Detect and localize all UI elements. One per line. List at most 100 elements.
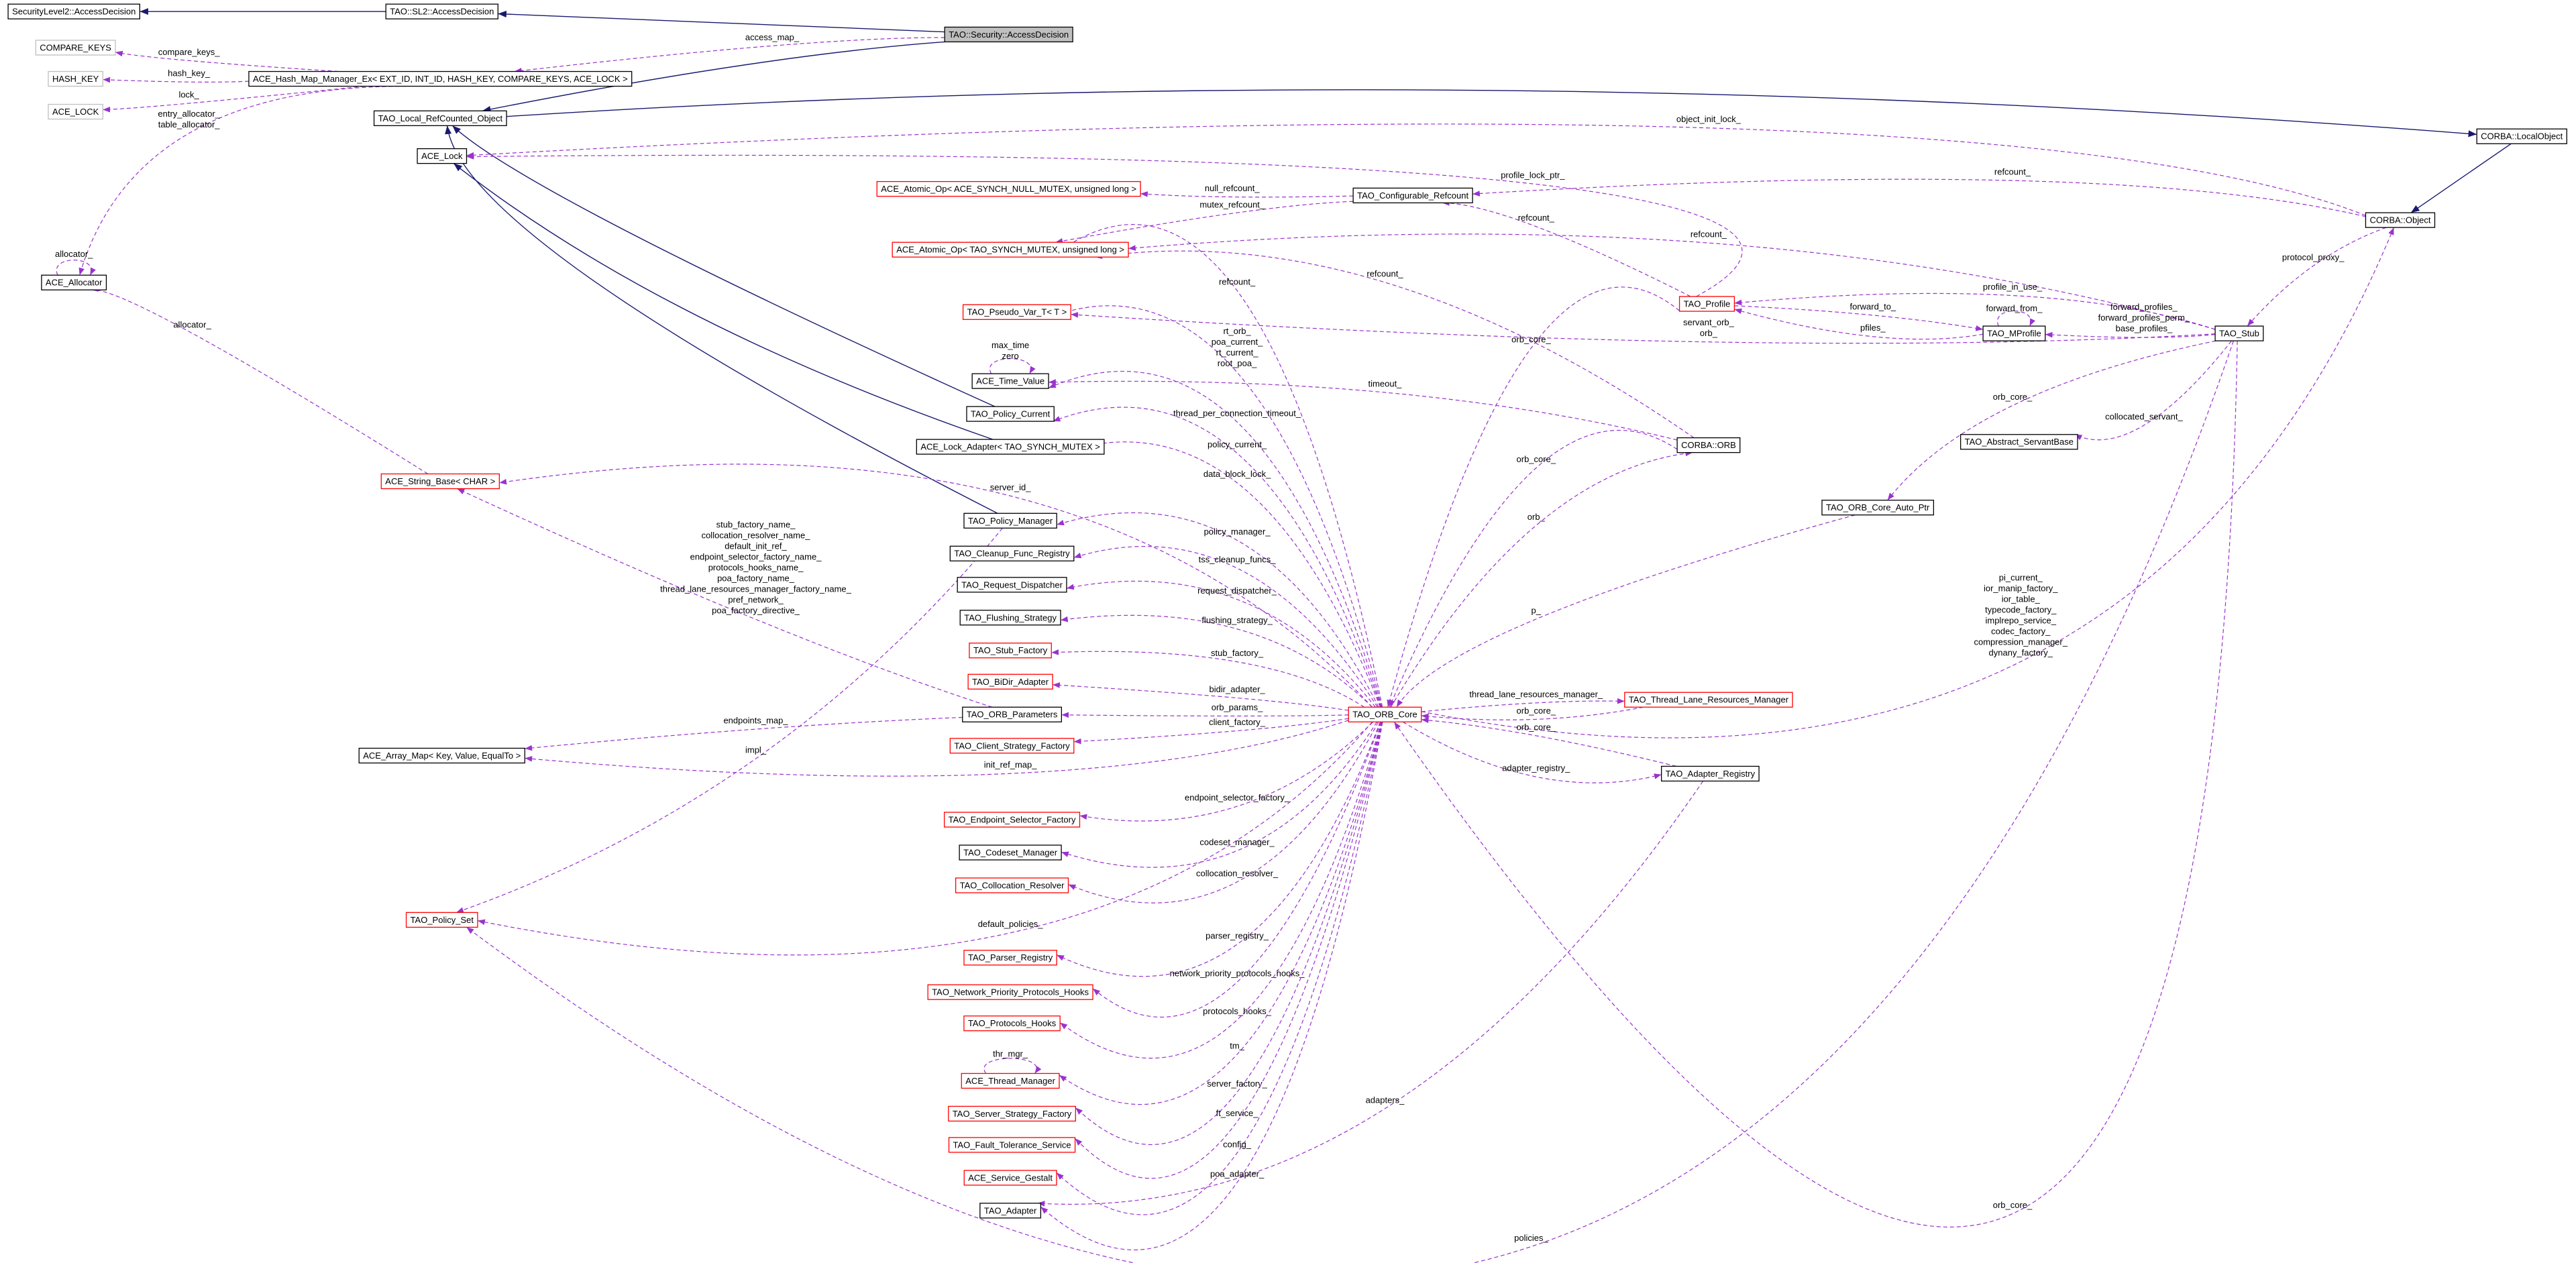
class-node: TAO_Server_Strategy_Factory [948, 1105, 1076, 1122]
usage-edge [1887, 340, 2216, 501]
edge-label: pfiles_ [1860, 323, 1886, 333]
class-node: TAO::Security::AccessDecision [944, 26, 1073, 43]
node-label: COMPARE_KEYS [40, 42, 111, 52]
node-label: TAO_Network_Priority_Protocols_Hooks [932, 987, 1089, 997]
edge-label-line: thread_lane_resources_manager_factory_na… [660, 584, 852, 594]
node-box [1678, 296, 1735, 312]
edge-label-line: compression_manager_ [1974, 637, 2068, 647]
usage-edge [1053, 682, 1349, 711]
node-box [963, 1015, 1061, 1032]
node-box [963, 950, 1057, 966]
class-node: TAO_Adapter [979, 1203, 1042, 1219]
class-node: TAO_Policy_Current [966, 406, 1055, 422]
edge-label: thread_lane_resources_manager_ [1469, 689, 1603, 699]
class-node: ACE_Thread_Manager [961, 1073, 1060, 1089]
edge-label: data_block_lock_ [1203, 469, 1271, 479]
usage-edge [1092, 722, 1381, 1018]
class-node: TAO_Pseudo_Var_T< T > [962, 304, 1071, 320]
class-node: TAO_Policy_Manager [963, 512, 1057, 529]
class-node: ACE_Hash_Map_Manager_Ex< EXT_ID, INT_ID,… [248, 70, 633, 87]
node-box [959, 610, 1061, 626]
node-box [966, 406, 1055, 422]
edge-label-line: collocation_resolver_name_ [702, 531, 811, 541]
usage-edge [466, 154, 1743, 297]
usage-edge [1061, 712, 1349, 718]
node-label: TAO_Policy_Manager [968, 516, 1053, 526]
edge-label: orb_core_ [1993, 1200, 2033, 1210]
node-box [1676, 437, 1741, 453]
usage-edge [466, 340, 2234, 1263]
class-node: TAO_Protocols_Hooks [963, 1015, 1061, 1032]
usage-edge [1061, 721, 1378, 868]
class-node: TAO_Fault_Tolerance_Service [948, 1137, 1076, 1153]
edge-label: collocation_resolver_ [1196, 868, 1279, 878]
edge-label-line: endpoint_selector_factory_name_ [690, 552, 822, 562]
node-label: CORBA::LocalObject [2481, 131, 2563, 142]
class-node: TAO_Parser_Registry [963, 950, 1057, 966]
usage-edge [1442, 200, 1691, 297]
node-box [35, 40, 116, 56]
node-box [1960, 434, 2078, 450]
edge-label: endpoint_selector_factory_ [1185, 793, 1290, 803]
class-node: ACE_Allocator [41, 274, 107, 290]
class-node: TAO_Adapter_Registry [1661, 765, 1760, 782]
class-node: TAO_Codeset_Manager [959, 844, 1062, 861]
usage-edge [1051, 224, 1383, 708]
usage-edge [466, 123, 2366, 216]
edge-label: ft_service_ [1216, 1108, 1259, 1118]
usage-edge [525, 716, 963, 751]
edge-label: allocator_ [173, 319, 211, 329]
edge-label: rt_orb_ poa_current_ rt_current_ root_poa_ [1212, 327, 1263, 369]
usage-edge [103, 76, 249, 83]
edge-label: adapter_registry_ [1502, 763, 1570, 773]
node-label: ACE_Lock [421, 151, 463, 161]
edges: access_map_ compare_keys_ hash_key_ lock_en… [55, 8, 2512, 1263]
edge-label-line: zero [1002, 351, 1018, 362]
node-box [949, 545, 1075, 561]
usage-edge [1140, 191, 1354, 198]
usage-edge [1421, 706, 1644, 720]
edge-label-line: entry_allocator_ [158, 109, 220, 119]
edge-label: policy_manager_ [1204, 527, 1271, 537]
edge-label: tm_ [1230, 1040, 1244, 1050]
node-label: TAO_Cleanup_Func_Registry [954, 549, 1070, 559]
class-node: TAO_Endpoint_Selector_Factory [944, 812, 1081, 828]
node-label: CORBA::Object [2369, 215, 2430, 225]
usage-edge [2045, 331, 2216, 338]
class-node: ACE_String_Base< CHAR > [380, 473, 500, 490]
node-label: TAO::SL2::AccessDecision [390, 7, 494, 17]
usage-edge [115, 50, 339, 72]
class-node: ACE_Lock [417, 148, 468, 164]
edge-label: entry_allocator_ table_allocator_ [158, 109, 220, 129]
node-box [967, 673, 1053, 690]
node-label: TAO_Stub [2219, 329, 2259, 339]
class-node: TAO_Profile [1678, 296, 1735, 312]
class-node: TAO_Cleanup_Func_Registry [949, 545, 1075, 561]
edge-label: poa_adapter_ [1210, 1168, 1265, 1178]
node-label: ACE_Time_Value [976, 376, 1044, 386]
node-label: HASH_KEY [52, 74, 99, 84]
edge-label: lock_ [178, 89, 199, 99]
class-node: ACE_Lock_Adapter< TAO_SYNCH_MUTEX > [916, 439, 1105, 455]
node-box [417, 148, 468, 164]
class-node: CORBA::ORB [1676, 437, 1741, 453]
node-box [969, 643, 1052, 659]
node-box [979, 1203, 1042, 1219]
edge-label: protocol_proxy_ [2282, 252, 2345, 262]
usage-edge [1055, 201, 1354, 244]
usage-edge [1421, 227, 2395, 738]
edge-label: tss_cleanup_funcs_ [1199, 555, 1277, 565]
class-node: TAO_Collocation_Resolver [955, 877, 1069, 893]
node-box [959, 844, 1062, 861]
usage-edge [1389, 429, 1678, 708]
usage-edge [1060, 614, 1373, 708]
node-label: TAO_Fault_Tolerance_Service [953, 1140, 1071, 1150]
edge-label-line: pref_network_ [728, 595, 784, 605]
edge-label: flushing_strategy_ [1201, 615, 1273, 625]
usage-edge [1079, 721, 1374, 822]
usage-edge [1037, 781, 1704, 1207]
edge-label: collocated_servant_ [2105, 411, 2183, 421]
usage-edge [1734, 292, 2216, 330]
class-node: ACE_Atomic_Op< TAO_SYNCH_MUTEX, unsigned… [892, 241, 1129, 258]
node-label: TAO_Policy_Current [971, 409, 1051, 419]
